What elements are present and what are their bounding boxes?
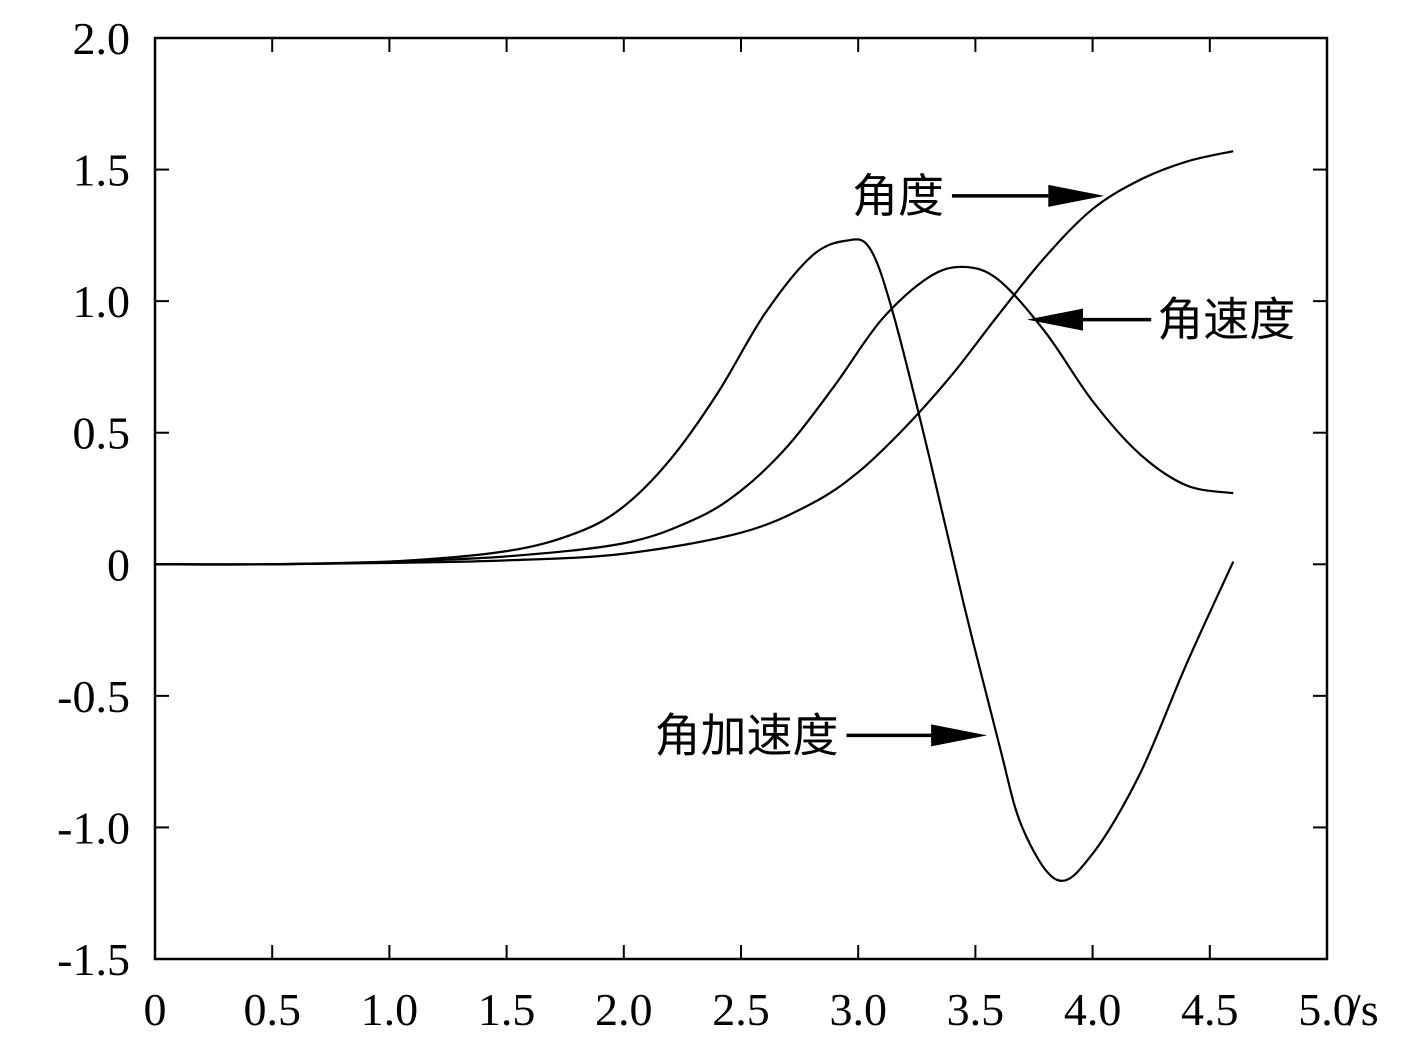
x-tick-labels: 0 0.5 1.0 1.5 2.0 2.5 3.0 3.5 4.0 4.5 5.0: [144, 984, 1356, 1035]
x-tick-label: 2.5: [712, 984, 770, 1035]
y-tick-label: 0.5: [73, 408, 131, 459]
y-tick-label: -0.5: [57, 671, 130, 722]
x-tick-label: 4.0: [1064, 984, 1122, 1035]
x-tick-label: 3.0: [829, 984, 887, 1035]
x-tick-label: 3.5: [947, 984, 1005, 1035]
annotation-label: 角度: [852, 169, 944, 223]
x-tick-label: 0.5: [243, 984, 301, 1035]
plot-frame: [153, 36, 1329, 961]
x-tick-label: 1.5: [478, 984, 536, 1035]
x-tick-label: 5.0: [1298, 984, 1356, 1035]
series-layer: [154, 150, 1235, 882]
series-line-0: [154, 150, 1234, 566]
annotation-label: 角加速度: [654, 708, 838, 762]
y-tick-label: -1.5: [57, 934, 130, 985]
y-tick-labels: -1.5 -1.0 -0.5 0 0.5 1.0 1.5 2.0: [57, 13, 130, 985]
annotation-arrow-head: [931, 724, 988, 747]
y-tick-label: 1.0: [73, 276, 131, 327]
x-tick-label: 4.5: [1181, 984, 1239, 1035]
x-axis-label: /s: [1348, 984, 1379, 1035]
annotation-arrow-head: [1026, 308, 1083, 331]
x-tick-label: 2.0: [595, 984, 653, 1035]
x-tick-label: 1.0: [361, 984, 419, 1035]
y-tick-label: 2.0: [73, 13, 131, 64]
y-tick-label: 1.5: [73, 145, 131, 196]
annotation-arrow-head: [1048, 184, 1105, 207]
series-line-2: [154, 238, 1235, 882]
ticks: [154, 37, 1328, 960]
y-tick-label: 0: [107, 539, 130, 590]
x-tick-label: 0: [144, 984, 167, 1035]
y-tick-label: -1.0: [57, 802, 130, 853]
series-line-1: [154, 265, 1234, 566]
annotation-label: 角速度: [1157, 293, 1295, 347]
